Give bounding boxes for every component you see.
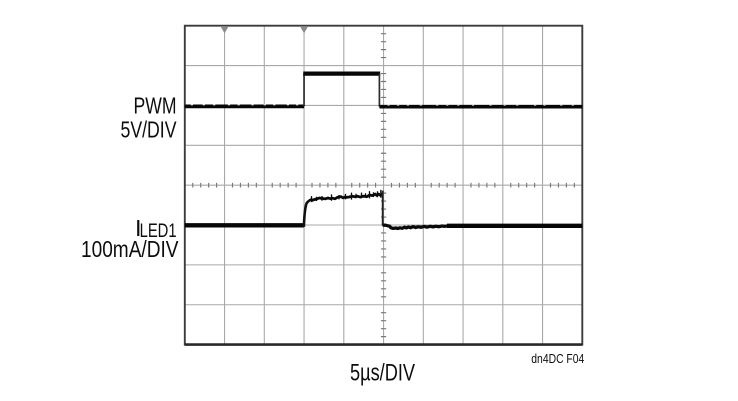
svg-text:100mA/DIV: 100mA/DIV <box>81 236 179 262</box>
svg-text:dn4DC F04: dn4DC F04 <box>531 352 584 366</box>
svg-text:5V/DIV: 5V/DIV <box>121 116 177 142</box>
svg-text:PWM: PWM <box>134 93 177 119</box>
svg-text:LED1: LED1 <box>140 221 177 242</box>
svg-text:5µs/DIV: 5µs/DIV <box>350 359 416 386</box>
svg-text:I: I <box>135 215 142 241</box>
